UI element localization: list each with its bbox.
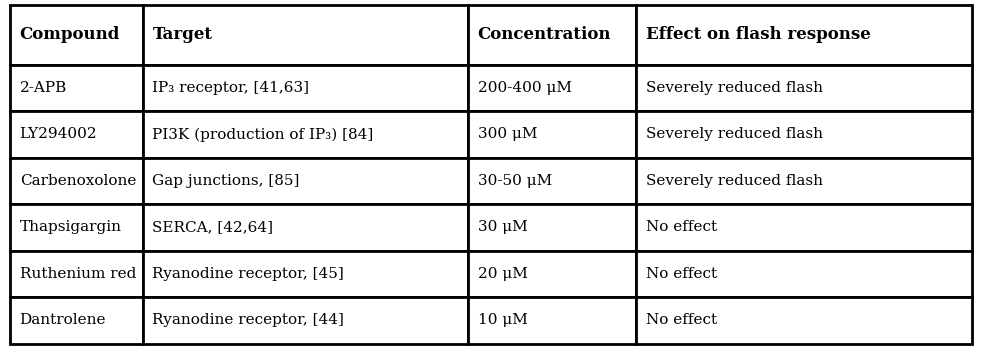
Text: 20 μM: 20 μM (477, 267, 527, 281)
Bar (636, 204, 972, 251)
Text: No effect: No effect (646, 313, 717, 328)
Bar (10, 111, 142, 158)
Text: No effect: No effect (646, 267, 717, 281)
Text: IP₃ receptor, [41,63]: IP₃ receptor, [41,63] (152, 81, 309, 95)
Bar (467, 251, 636, 297)
Bar (10, 64, 142, 111)
Bar (467, 5, 636, 64)
Text: 300 μM: 300 μM (477, 127, 537, 141)
Text: PI3K (production of IP₃) [84]: PI3K (production of IP₃) [84] (152, 127, 374, 141)
Bar (10, 158, 142, 204)
Text: 10 μM: 10 μM (477, 313, 527, 328)
Bar (636, 5, 972, 64)
Bar (636, 297, 972, 344)
Bar (142, 111, 467, 158)
Bar (142, 5, 467, 64)
Bar (467, 297, 636, 344)
Bar (10, 5, 142, 64)
Bar (467, 204, 636, 251)
Bar (142, 204, 467, 251)
Text: Severely reduced flash: Severely reduced flash (646, 127, 823, 141)
Text: SERCA, [42,64]: SERCA, [42,64] (152, 221, 273, 234)
Bar (10, 251, 142, 297)
Bar (467, 158, 636, 204)
Bar (142, 158, 467, 204)
Text: Gap junctions, [85]: Gap junctions, [85] (152, 174, 300, 188)
Bar (142, 64, 467, 111)
Text: Target: Target (152, 26, 212, 43)
Text: 30-50 μM: 30-50 μM (477, 174, 552, 188)
Bar (636, 64, 972, 111)
Text: Thapsigargin: Thapsigargin (20, 221, 122, 234)
Bar (636, 251, 972, 297)
Text: No effect: No effect (646, 221, 717, 234)
Text: Concentration: Concentration (477, 26, 611, 43)
Text: Dantrolene: Dantrolene (20, 313, 106, 328)
Text: Ryanodine receptor, [45]: Ryanodine receptor, [45] (152, 267, 345, 281)
Text: Severely reduced flash: Severely reduced flash (646, 81, 823, 95)
Bar (142, 297, 467, 344)
Text: Ruthenium red: Ruthenium red (20, 267, 136, 281)
Text: Ryanodine receptor, [44]: Ryanodine receptor, [44] (152, 313, 345, 328)
Bar (10, 204, 142, 251)
Text: Carbenoxolone: Carbenoxolone (20, 174, 136, 188)
Text: 2-APB: 2-APB (20, 81, 67, 95)
Bar (142, 251, 467, 297)
Text: 200-400 μM: 200-400 μM (477, 81, 572, 95)
Text: Effect on flash response: Effect on flash response (646, 26, 871, 43)
Text: 30 μM: 30 μM (477, 221, 527, 234)
Bar (10, 297, 142, 344)
Bar (467, 64, 636, 111)
Bar (636, 111, 972, 158)
Bar (636, 158, 972, 204)
Text: Severely reduced flash: Severely reduced flash (646, 174, 823, 188)
Text: Compound: Compound (20, 26, 120, 43)
Bar (467, 111, 636, 158)
Text: LY294002: LY294002 (20, 127, 97, 141)
